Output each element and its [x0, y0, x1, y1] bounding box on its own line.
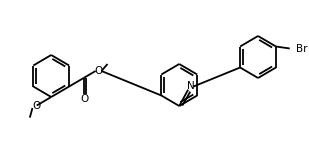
Text: O: O: [32, 100, 41, 111]
Text: O: O: [80, 94, 89, 104]
Text: N: N: [187, 81, 195, 91]
Text: O: O: [94, 66, 103, 76]
Text: Br: Br: [296, 44, 307, 53]
